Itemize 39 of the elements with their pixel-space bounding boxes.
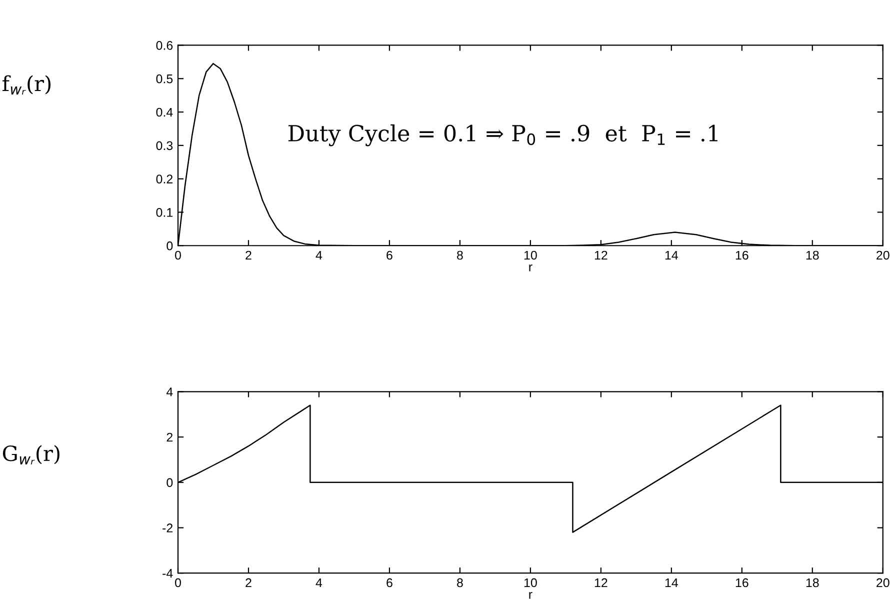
y-tick-label: 2 — [166, 432, 173, 442]
y-axis-title: f$_{wᵣ}$(r) — [2, 75, 51, 95]
x-tick-label: 2 — [246, 250, 252, 260]
x-tick-label: 4 — [316, 578, 322, 588]
x-tick-label: 10 — [524, 578, 537, 588]
x-tick-label: 6 — [386, 578, 392, 588]
x-tick-label: 8 — [457, 578, 463, 588]
x-tick-label: 12 — [594, 578, 608, 588]
y-tick-label: 4 — [166, 388, 173, 396]
y-tick-label: 0 — [166, 241, 173, 250]
y-tick-label: -2 — [162, 524, 173, 532]
x-tick-label: 10 — [524, 250, 537, 260]
y-tick-label: 0.4 — [156, 108, 173, 117]
x-tick-label: 16 — [736, 250, 748, 260]
x-tick-label: 14 — [665, 250, 678, 260]
x-tick-label: 2 — [246, 578, 252, 588]
x-tick-label: 12 — [594, 250, 608, 260]
y-axis-title: G$_{wᵣ}$(r) — [2, 445, 60, 464]
x-tick-label: 8 — [457, 250, 463, 260]
x-tick-label: 0 — [175, 578, 181, 588]
y-tick-label: 0.6 — [156, 41, 173, 50]
x-tick-label: 16 — [736, 578, 748, 588]
y-tick-label: -4 — [162, 569, 173, 578]
annotation: Duty Cycle = 0.1 ⇒ P$_{0}$ = .9 et P$_{1}$ = .1 — [288, 124, 718, 146]
x-tick-label: 20 — [876, 250, 890, 260]
y-tick-label: 0.2 — [156, 174, 173, 184]
x-axis-title: r — [529, 264, 532, 272]
x-tick-label: 18 — [806, 578, 819, 588]
y-tick-label: 0.3 — [156, 141, 173, 150]
y-tick-label: 0 — [166, 478, 173, 488]
x-axis-title: r — [529, 592, 532, 599]
y-tick-label: 0.1 — [156, 208, 173, 217]
y-tick-label: 0.5 — [156, 74, 173, 84]
x-tick-label: 4 — [316, 250, 322, 260]
x-tick-label: 18 — [806, 250, 819, 260]
x-tick-label: 0 — [175, 250, 181, 260]
x-tick-label: 6 — [386, 250, 392, 260]
x-tick-label: 14 — [665, 578, 678, 588]
x-tick-label: 20 — [876, 578, 890, 588]
